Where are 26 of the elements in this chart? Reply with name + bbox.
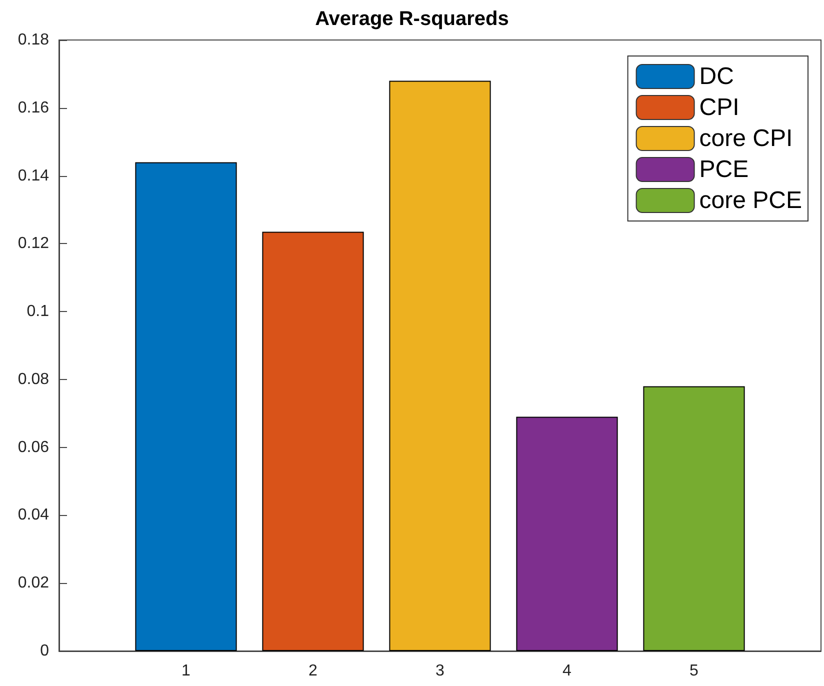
- bar: [135, 162, 237, 651]
- x-tick-label: 5: [690, 662, 699, 680]
- bar: [262, 232, 364, 651]
- legend-label: PCE: [699, 156, 749, 183]
- y-tick-label: 0: [40, 642, 50, 660]
- y-tick-label: 0.1: [26, 303, 50, 320]
- chart-title: Average R-squareds: [315, 8, 509, 30]
- x-tick-label: 4: [562, 662, 572, 680]
- y-tick-label: 0.04: [18, 506, 50, 524]
- legend-label: core CPI: [699, 125, 793, 152]
- legend-label: DC: [699, 63, 734, 90]
- y-tick-label: 0.12: [18, 235, 50, 252]
- y-tick-label: 0.08: [18, 370, 50, 388]
- y-tick-label: 0.16: [18, 99, 50, 116]
- bar: [516, 416, 618, 651]
- x-tick-label: 2: [308, 662, 318, 680]
- legend-label: core PCE: [699, 187, 802, 214]
- y-tick-label: 0.14: [18, 167, 50, 184]
- y-tick-label: 0.18: [18, 32, 50, 48]
- bar: [643, 386, 745, 651]
- x-tick-label: 3: [436, 662, 445, 680]
- y-tick-label: 0.02: [18, 574, 50, 592]
- bar: [389, 80, 491, 651]
- x-tick-label: 1: [182, 662, 191, 680]
- y-tick-label: 0.06: [18, 438, 50, 456]
- legend-label: CPI: [699, 94, 740, 121]
